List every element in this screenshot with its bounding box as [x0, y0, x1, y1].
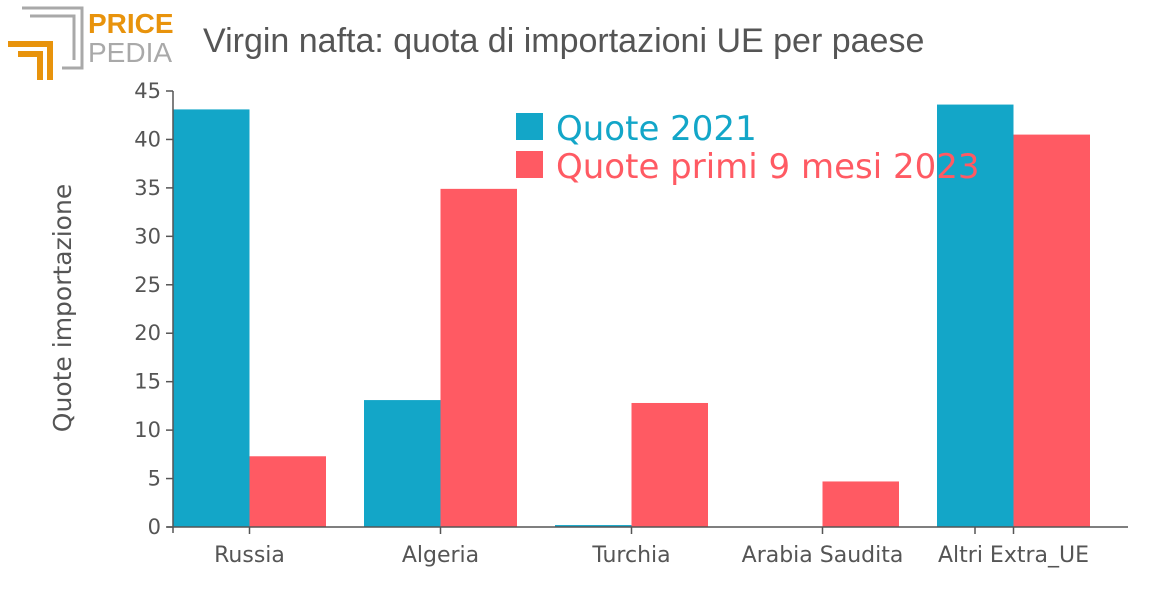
x-tick-label: Algeria — [402, 543, 479, 568]
x-tick-label: Altri Extra_UE — [938, 543, 1089, 568]
logo-orange-bracket — [8, 41, 53, 80]
bar-altri-extra-ue-series-2 — [1013, 134, 1090, 527]
x-tick-label: Arabia Saudita — [742, 543, 904, 568]
y-tick-label: 15 — [134, 370, 161, 394]
y-tick-label: 35 — [134, 176, 161, 200]
y-tick-label: 0 — [148, 515, 161, 539]
y-tick-label: 40 — [134, 127, 161, 151]
y-tick-label: 5 — [148, 467, 161, 491]
bar-arabia-saudita-series-2 — [822, 481, 899, 527]
axes-group: 0 5 10 15 20 25 30 35 40 45 Russia Algeria Turchia Ar… — [134, 79, 1128, 568]
bar-russia-series-1 — [173, 109, 250, 528]
bar-russia-series-2 — [249, 456, 326, 527]
bar-algeria-series-2 — [440, 188, 517, 527]
pricepedia-logo: PRICE PEDIA — [8, 6, 174, 80]
legend-swatch — [516, 113, 543, 140]
bars-group — [173, 104, 1090, 528]
y-axis-label: Quote importazione — [48, 184, 77, 432]
x-tick-label: Turchia — [591, 543, 670, 568]
legend-label: Quote primi 9 mesi 2023 — [556, 147, 980, 187]
legend-label: Quote 2021 — [556, 109, 757, 149]
chart-title: Virgin nafta: quota di importazioni UE p… — [203, 22, 925, 60]
bar-turchia-series-1 — [555, 525, 632, 527]
x-tick-label: Russia — [214, 543, 285, 568]
y-tick-label: 25 — [134, 273, 161, 297]
logo-text-price: PRICE — [88, 8, 174, 39]
bar-turchia-series-2 — [631, 402, 708, 527]
y-tick-label: 30 — [134, 224, 161, 248]
y-tick-label: 20 — [134, 321, 161, 345]
bar-algeria-series-1 — [364, 400, 441, 527]
logo-gray-bracket — [22, 6, 84, 70]
legend-swatch — [516, 151, 543, 178]
bar-altri-extra-ue-series-1 — [937, 104, 1014, 527]
logo-text-pedia: PEDIA — [88, 37, 172, 68]
y-tick-label: 45 — [134, 79, 161, 103]
y-tick-label: 10 — [134, 418, 161, 442]
